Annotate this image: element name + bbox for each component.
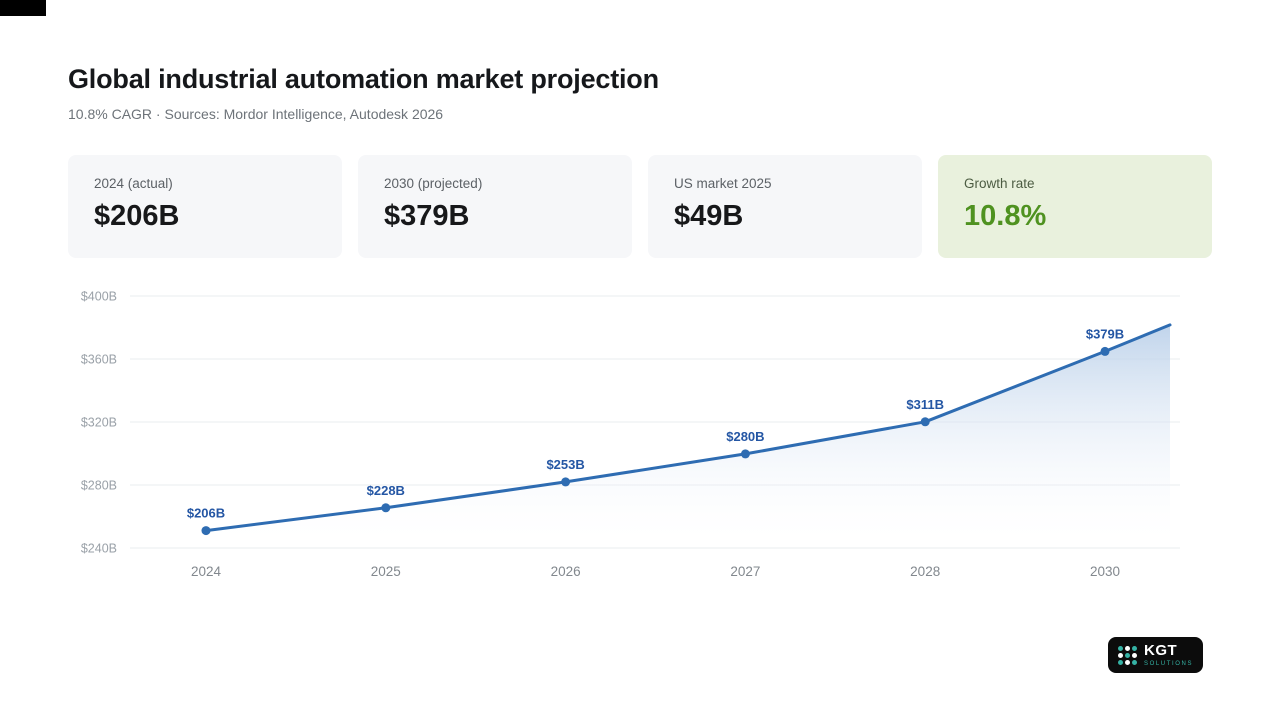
kgt-logo-text: KGT SOLUTIONS (1144, 643, 1193, 667)
stat-card-us-market-2025: US market 2025 $49B (648, 155, 922, 258)
stat-label: Growth rate (964, 176, 1035, 191)
logo-dot (1118, 645, 1123, 651)
stat-cards: 2024 (actual) $206B 2030 (projected) $37… (68, 155, 1212, 258)
point-label: $379B (1086, 326, 1124, 341)
logo-dot (1132, 652, 1137, 658)
stat-card-2030-projected: 2030 (projected) $379B (358, 155, 632, 258)
page-title: Global industrial automation market proj… (68, 64, 659, 94)
point-label: $253B (546, 457, 584, 472)
data-point (381, 503, 391, 513)
logo-dot (1118, 652, 1123, 658)
x-tick-label: 2024 (191, 564, 222, 579)
data-point (740, 449, 750, 459)
point-label: $206B (187, 506, 225, 521)
kgt-logo: KGT SOLUTIONS (1108, 637, 1203, 673)
x-tick-label: 2027 (730, 564, 760, 579)
y-tick-label: $240B (81, 542, 117, 556)
logo-brand: KGT (1144, 642, 1178, 659)
x-tick-label: 2028 (910, 564, 940, 579)
page-subtitle: 10.8% CAGR · Sources: Mordor Intelligenc… (68, 106, 444, 122)
stat-value: $49B (674, 200, 744, 232)
point-label: $228B (367, 483, 405, 498)
y-tick-label: $280B (81, 479, 117, 493)
stat-label: 2030 (projected) (384, 176, 483, 191)
market-projection-chart: $400B $360B $320B $280B $240B $206B $228B $253B… (55, 283, 1195, 598)
kgt-logo-icon (1118, 645, 1137, 665)
x-tick-label: 2025 (371, 564, 401, 579)
x-tick-label: 2030 (1090, 564, 1120, 579)
point-label: $280B (726, 429, 764, 444)
area-fill (206, 324, 1170, 549)
stat-card-2024-actual: 2024 (actual) $206B (68, 155, 342, 258)
logo-dot (1132, 659, 1137, 665)
header: Global industrial automation market proj… (68, 64, 659, 122)
data-point (1100, 346, 1110, 356)
logo-dot (1125, 645, 1130, 651)
data-point (561, 477, 571, 487)
data-point (920, 417, 930, 427)
stat-value: $206B (94, 200, 180, 232)
stat-label: 2024 (actual) (94, 176, 173, 191)
stat-value: 10.8% (964, 200, 1047, 232)
point-label: $311B (906, 397, 944, 412)
logo-dot (1125, 659, 1130, 665)
logo-dot (1132, 645, 1137, 651)
logo-sub: SOLUTIONS (1144, 661, 1194, 667)
x-tick-label: 2026 (551, 564, 581, 579)
y-tick-label: $400B (81, 290, 117, 304)
stat-label: US market 2025 (674, 176, 772, 191)
y-tick-label: $360B (81, 353, 117, 367)
y-tick-label: $320B (81, 416, 117, 430)
stat-value: $379B (384, 200, 470, 232)
data-point (201, 526, 211, 536)
chart-svg: $400B $360B $320B $280B $240B $206B $228B $253B… (81, 290, 1180, 579)
logo-dot (1125, 652, 1130, 658)
top-left-bar (0, 0, 46, 16)
stat-card-growth-rate: Growth rate 10.8% (938, 155, 1212, 258)
logo-dot (1118, 659, 1123, 665)
